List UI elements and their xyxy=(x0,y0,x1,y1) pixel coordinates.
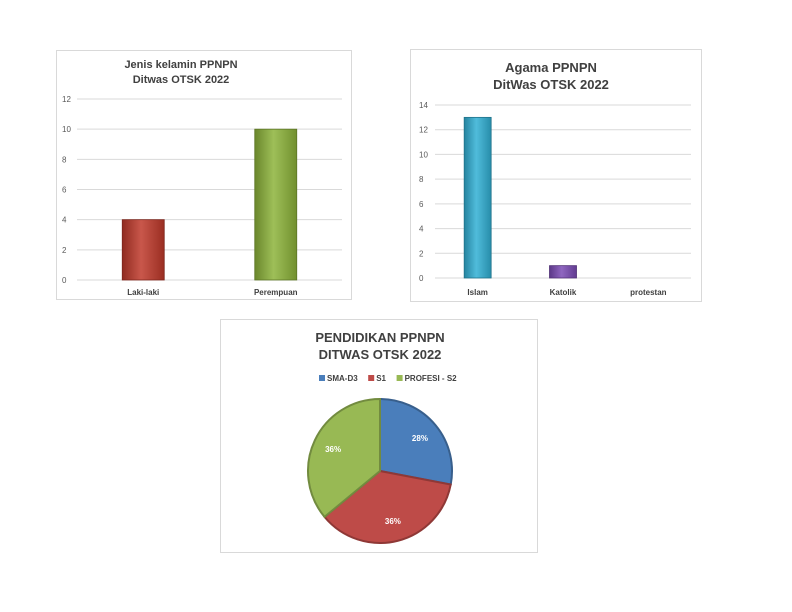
y-tick-label: 10 xyxy=(419,150,428,159)
y-tick-label: 14 xyxy=(419,101,428,110)
pie-percent-label: 36% xyxy=(385,517,401,526)
y-tick-label: 8 xyxy=(62,155,67,164)
y-tick-label: 6 xyxy=(62,186,67,195)
religion-chart-title-line-1: Agama PPNPN xyxy=(505,60,597,75)
education-legend: SMA-D3 S1 PROFESI - S2 xyxy=(319,374,457,383)
pie-percent-label: 36% xyxy=(325,445,341,454)
legend-label: SMA-D3 xyxy=(327,374,358,383)
y-tick-label: 4 xyxy=(62,216,67,225)
pie-percent-label: 28% xyxy=(412,434,428,443)
y-tick-label: 2 xyxy=(419,249,424,258)
y-tick-label: 8 xyxy=(419,175,424,184)
legend-label: PROFESI - S2 xyxy=(405,374,458,383)
education-chart: PENDIDIKAN PPNPN DITWAS OTSK 2022 SMA-D3… xyxy=(307,330,457,544)
gender-chart: Jenis kelamin PPNPN Ditwas OTSK 2022 0 2 4… xyxy=(62,59,342,297)
category-label: Katolik xyxy=(550,288,577,297)
y-tick-label: 10 xyxy=(62,125,71,134)
religion-chart-title-line-2: DitWas OTSK 2022 xyxy=(493,77,609,92)
category-label: Laki-laki xyxy=(127,288,159,297)
bar xyxy=(121,219,165,281)
y-tick-label: 2 xyxy=(62,246,67,255)
bar xyxy=(254,128,298,281)
y-tick-label: 4 xyxy=(419,225,424,234)
category-label: protestan xyxy=(630,288,667,297)
y-tick-label: 0 xyxy=(419,274,424,283)
gender-chart-title-line-1: Jenis kelamin PPNPN xyxy=(124,59,237,71)
education-chart-title-line-1: PENDIDIKAN PPNPN xyxy=(315,330,444,345)
bar xyxy=(549,265,577,279)
bar xyxy=(463,116,492,279)
religion-chart: Agama PPNPN DitWas OTSK 2022 0 2 4 6 8 10 12 14… xyxy=(419,60,691,297)
gender-chart-panel: Jenis kelamin PPNPN Ditwas OTSK 2022 0 2 4… xyxy=(56,50,352,300)
y-tick-label: 12 xyxy=(62,95,71,104)
religion-chart-panel: Agama PPNPN DitWas OTSK 2022 0 2 4 6 8 10 12 14… xyxy=(410,49,702,302)
y-tick-label: 0 xyxy=(62,276,67,285)
y-tick-label: 6 xyxy=(419,200,424,209)
education-chart-title-line-2: DITWAS OTSK 2022 xyxy=(319,347,442,362)
pie-slice xyxy=(323,469,452,544)
category-label: Perempuan xyxy=(254,288,298,297)
legend-swatch xyxy=(319,375,325,381)
pie-slice xyxy=(379,397,453,486)
category-label: Islam xyxy=(467,288,487,297)
legend-swatch xyxy=(368,375,375,381)
legend-label: S1 xyxy=(376,374,386,383)
legend-swatch xyxy=(396,375,403,381)
pie-slice xyxy=(307,397,381,519)
y-tick-label: 12 xyxy=(419,126,428,135)
gender-chart-title-line-2: Ditwas OTSK 2022 xyxy=(133,74,230,86)
education-chart-panel: PENDIDIKAN PPNPN DITWAS OTSK 2022 SMA-D3… xyxy=(220,319,538,553)
